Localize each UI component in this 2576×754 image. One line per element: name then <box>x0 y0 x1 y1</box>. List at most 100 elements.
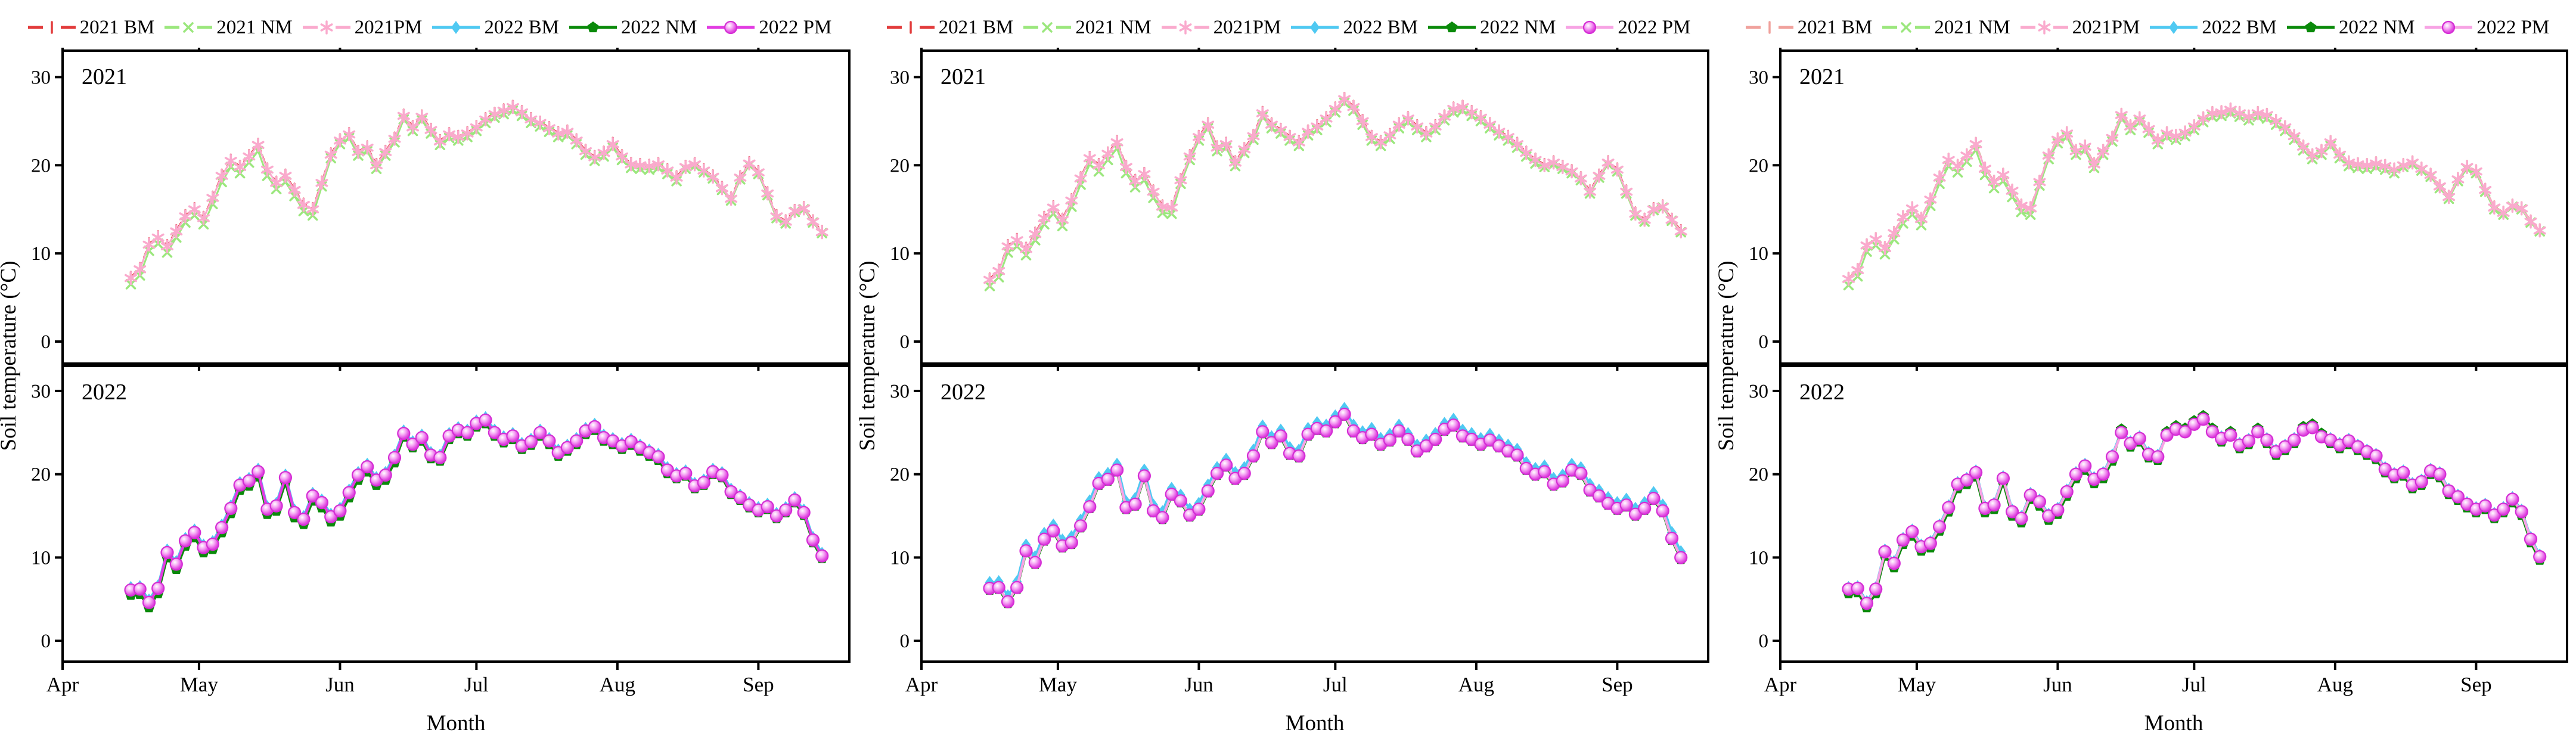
panel-3: 2021 BM 2021 NM 2021PM 2022 BM 2022 NM 2022 P… <box>1718 0 2576 754</box>
marker-circle <box>2069 467 2083 481</box>
legend-label: 2022 PM <box>2476 16 2550 38</box>
marker-circle <box>2015 511 2028 525</box>
legend: 2021 BM 2021 NM 2021PM 2022 BM 2022 NM 2022 P… <box>0 10 858 45</box>
legend-item: 2021 BM <box>886 17 1013 38</box>
marker-asterisk <box>2178 125 2192 140</box>
series-line-2021-NM <box>1848 112 2541 286</box>
marker-circle <box>2506 492 2519 506</box>
marker-circle <box>1319 424 1333 438</box>
y-axis-title: Soil temperature (°C) <box>0 261 21 451</box>
marker-circle <box>2305 421 2319 435</box>
marker-asterisk <box>1629 206 1642 221</box>
marker-circle <box>1037 532 1051 546</box>
subplot-2022: 0 10 20 30 2022 <box>1749 365 2568 670</box>
marker-asterisk <box>2170 129 2183 144</box>
x-axis-title: Month <box>427 711 486 736</box>
marker-circle <box>2515 505 2528 519</box>
legend-item: 2022 NM <box>2286 17 2414 38</box>
marker-asterisk <box>2033 175 2046 190</box>
marker-circle <box>2151 450 2165 464</box>
legend-label: 2022 NM <box>1479 16 1556 38</box>
marker-asterisk <box>516 105 529 120</box>
marker-asterisk <box>170 224 183 238</box>
marker-asterisk <box>597 145 610 160</box>
marker-asterisk <box>1229 156 1242 170</box>
marker-asterisk <box>1997 167 2010 182</box>
marker-asterisk <box>288 182 301 197</box>
marker-asterisk <box>1320 111 1333 126</box>
legend-sample <box>165 22 213 33</box>
marker-circle <box>406 437 420 451</box>
marker-circle <box>1556 474 1569 488</box>
marker-asterisk <box>1960 148 1973 163</box>
y-tick-label: 30 <box>31 67 51 88</box>
marker-asterisk <box>2333 147 2346 162</box>
marker-circle <box>315 495 329 510</box>
marker-pentagon <box>587 21 599 33</box>
marker-asterisk <box>488 107 501 122</box>
marker-asterisk <box>1311 119 1324 134</box>
marker-circle <box>1647 492 1661 505</box>
marker-asterisk <box>306 202 319 216</box>
marker-asterisk <box>179 209 192 224</box>
marker-asterisk <box>320 20 333 35</box>
marker-asterisk <box>1647 202 1660 216</box>
x-tick-label: Apr <box>1764 673 1797 696</box>
marker-asterisk <box>2051 132 2064 147</box>
axes-frame <box>61 365 851 663</box>
marker-circle <box>1933 520 1947 533</box>
marker-asterisk <box>2415 162 2428 176</box>
legend-label: 2021 NM <box>1075 16 1152 38</box>
marker-asterisk <box>260 162 274 177</box>
marker-circle <box>2487 508 2501 522</box>
marker-circle <box>252 465 265 479</box>
marker-circle <box>1128 497 1142 511</box>
year-label: 2022 <box>941 380 986 405</box>
axes-frame <box>1779 49 2568 365</box>
x-tick-label: Jul <box>1323 673 1348 696</box>
marker-circle <box>151 581 165 595</box>
legend-label: 2022 PM <box>1618 16 1691 38</box>
panel-1: 2021 BM 2021 NM 2021PM 2022 BM 2022 NM 2022 P… <box>0 0 858 754</box>
marker-asterisk <box>2515 201 2528 216</box>
x-tick-label: Apr <box>905 673 938 696</box>
legend-item: 2022 NM <box>568 17 697 38</box>
marker-circle <box>1256 425 1270 439</box>
marker-circle <box>242 474 256 488</box>
y-tick-label: 0 <box>41 631 51 652</box>
marker-circle <box>733 491 747 504</box>
marker-circle <box>2205 425 2220 439</box>
marker-circle <box>1392 424 1406 438</box>
marker-asterisk <box>1860 238 1873 253</box>
x-tick-label: Jun <box>1184 673 1213 696</box>
legend-item: 2021 BM <box>27 17 154 38</box>
marker-circle <box>806 533 820 547</box>
marker-asterisk <box>2524 215 2537 229</box>
marker-asterisk <box>606 137 619 151</box>
marker-asterisk <box>570 134 583 148</box>
x-tick-label: Aug <box>600 673 635 696</box>
marker-circle <box>1137 469 1151 483</box>
marker-asterisk <box>2424 167 2437 182</box>
marker-circle <box>1538 465 1551 479</box>
marker-asterisk <box>2115 108 2128 122</box>
y-tick-label: 20 <box>1749 464 1768 486</box>
marker-asterisk <box>788 204 801 218</box>
marker-asterisk <box>2038 20 2051 35</box>
marker-asterisk <box>1475 110 1487 125</box>
marker-circle <box>679 467 693 480</box>
marker-circle <box>1365 427 1379 441</box>
legend-item: 2021PM <box>1160 17 1281 38</box>
x-tick-label: Sep <box>743 673 774 696</box>
marker-circle <box>724 20 738 35</box>
marker-asterisk <box>2006 184 2019 198</box>
marker-circle <box>1274 429 1287 443</box>
x-tick-label: Apr <box>46 673 79 696</box>
marker-circle <box>2533 550 2547 564</box>
marker-circle <box>1878 545 1892 558</box>
marker-asterisk <box>761 186 774 201</box>
legend-item: 2021PM <box>302 17 422 38</box>
legend-item: 2021 BM <box>1745 17 1872 38</box>
marker-circle <box>1656 504 1669 518</box>
marker-circle <box>1064 536 1078 550</box>
